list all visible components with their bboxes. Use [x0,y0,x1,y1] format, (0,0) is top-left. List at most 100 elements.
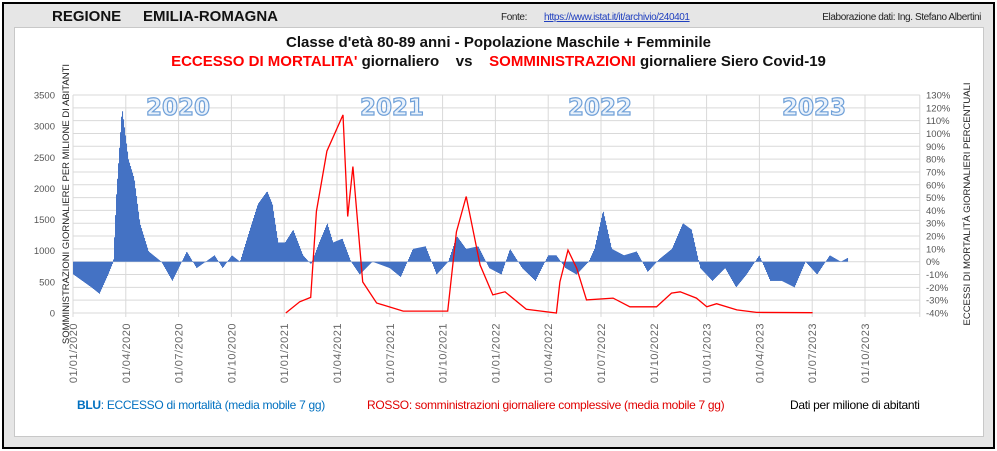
excess-bar [74,261,76,276]
excess-bar [760,258,762,262]
excess-bar [201,261,203,265]
excess-bar [308,261,310,262]
excess-bar [622,254,624,262]
y-tick-label: 3000 [34,122,55,133]
excess-bar [391,261,393,270]
excess-bar [661,257,663,262]
excess-bar [200,261,202,266]
excess-bar [523,261,525,270]
excess-bar [188,254,190,262]
chart-subtitle: ECCESSO DI MORTALITA' giornaliero vs SOM… [0,53,997,70]
excess-bar [113,259,115,262]
excess-bar [493,261,495,271]
excess-bar [338,240,340,262]
excess-bar [396,261,398,274]
excess-bar [227,261,229,262]
excess-bar [418,247,420,262]
excess-bar [190,257,192,262]
excess-bar [106,261,108,279]
excess-bar [633,252,635,262]
excess-bar [613,249,615,262]
excess-bar [703,261,705,272]
excess-bar [197,261,199,268]
excess-bar [425,246,427,262]
legend-blue-text: : ECCESSO di mortalità (media mobile 7 g… [100,398,325,412]
y2-tick-label: 80% [926,155,946,166]
excess-bar [368,261,370,266]
excess-bar [436,261,438,275]
excess-bar [800,261,802,274]
excess-bar [437,261,439,274]
excess-bar [141,228,143,262]
source-link[interactable]: https://www.istat.it/it/archivio/240401 [544,12,690,23]
excess-bar [573,261,575,273]
y2-tick-label: 70% [926,167,946,178]
excess-bar [206,261,208,262]
excess-bar [165,261,167,269]
x-tick-label: 01/04/2022 [543,323,555,383]
excess-bar [380,261,382,265]
excess-bar [414,248,416,262]
excess-bar [490,261,492,269]
excess-bar [502,261,504,272]
excess-bar [183,258,185,262]
excess-bar [182,260,184,262]
y-tick-label: 0 [50,309,55,320]
excess-bar [303,255,305,262]
excess-bar [373,261,375,263]
excess-bar [823,261,825,265]
excess-bar [184,256,186,262]
excess-bar [767,261,769,275]
excess-bar [116,194,118,262]
excess-bar [144,237,146,262]
excess-bar [662,256,664,262]
excess-bar [389,261,391,269]
excess-bar [807,261,809,264]
excess-bar [530,261,532,277]
excess-bar [519,261,521,264]
y2-tick-label: 20% [926,232,946,243]
excess-bar [593,251,595,262]
excess-bar [272,204,274,262]
excess-bar [300,248,302,262]
excess-bar [623,255,625,262]
excess-bar [820,261,822,270]
excess-bar [265,193,267,262]
excess-bar [236,258,238,262]
excess-bar [413,248,415,262]
excess-bar [95,261,97,291]
excess-bar [560,261,562,262]
excess-bar [352,261,354,264]
excess-bar [731,261,733,280]
year-label: 2020 [146,95,210,121]
excess-bar [702,261,704,271]
excess-bar [263,196,265,262]
excess-bar [199,261,201,267]
y2-tick-label: 110% [926,116,950,127]
excess-bar [784,261,786,283]
excess-bar [649,261,651,270]
excess-bar [835,258,837,262]
excess-bar [644,261,646,266]
excess-bar [158,259,160,262]
excess-bar [689,228,691,262]
excess-bar [281,242,283,262]
excess-bar [340,239,342,262]
excess-bar [626,254,628,262]
excess-bar [695,246,697,262]
excess-bar [739,261,741,284]
excess-bar [98,261,100,293]
excess-bar [688,227,690,262]
excess-bar [348,254,350,262]
excess-bar [174,261,176,277]
excess-bar [651,261,653,268]
excess-bar [792,261,794,287]
excess-bar [586,261,588,265]
excess-bar [516,259,518,262]
excess-bar [204,261,206,263]
excess-bar [751,261,753,268]
excess-bar [832,256,834,262]
excess-bar [668,251,670,262]
excess-bar [772,261,774,281]
excess-bar [705,261,707,274]
